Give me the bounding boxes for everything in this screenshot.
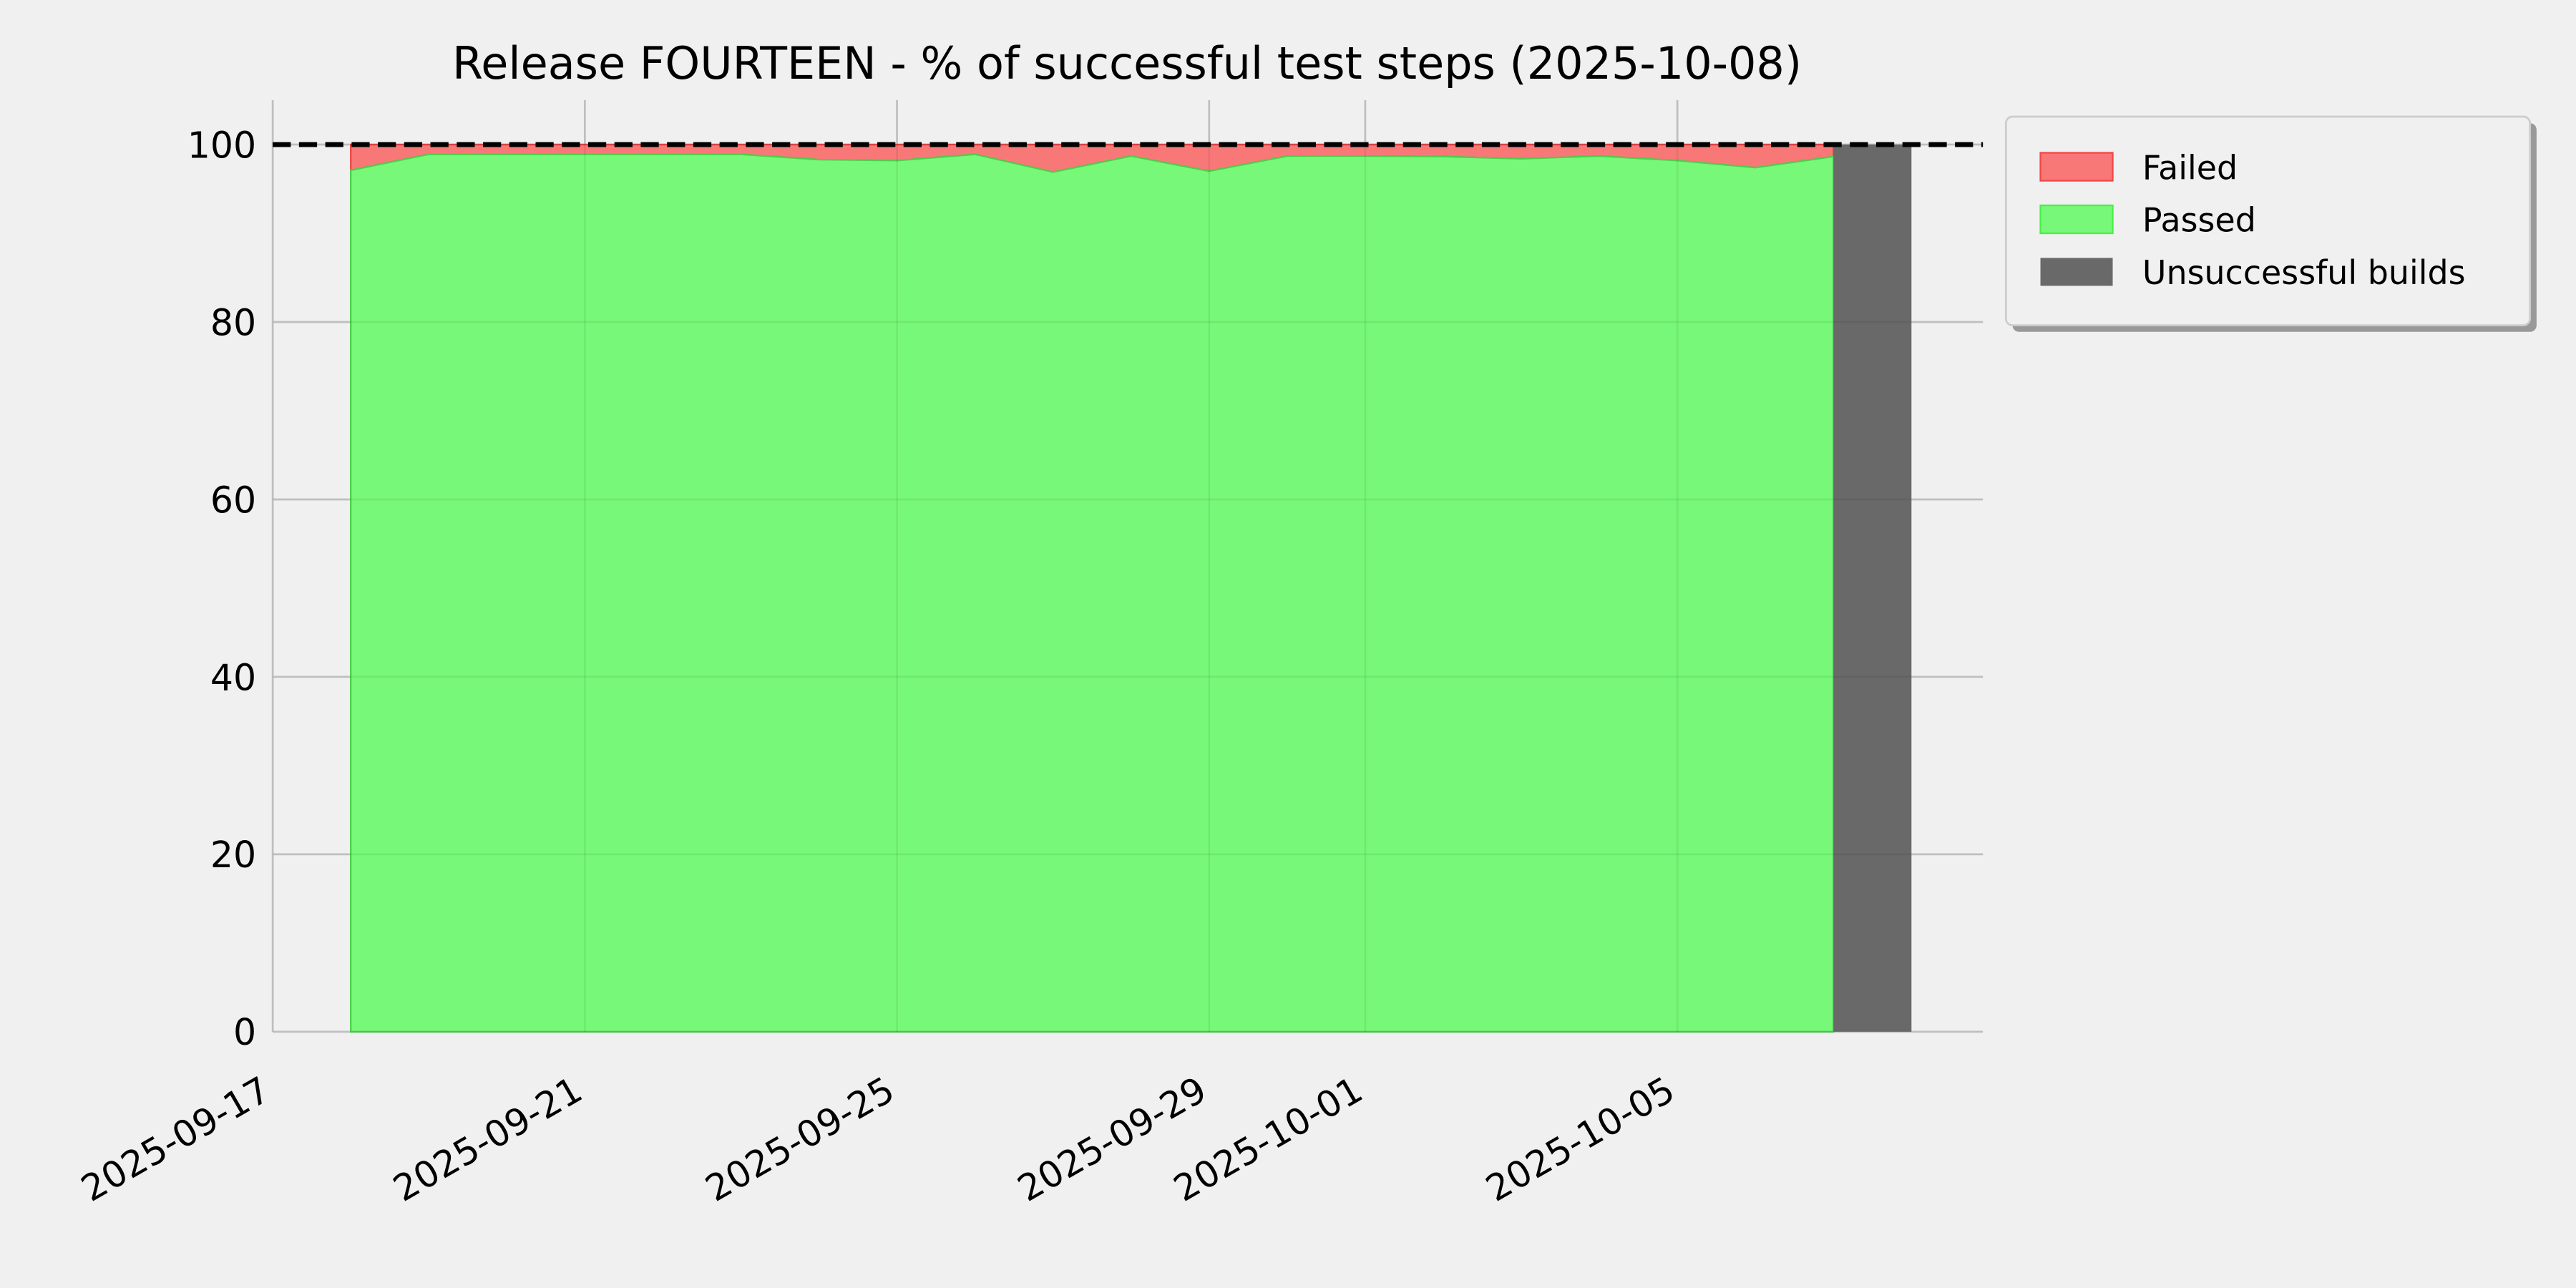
legend-box bbox=[2004, 115, 2532, 326]
y-tick-label: 0 bbox=[233, 1011, 256, 1053]
y-tick-label: 60 bbox=[210, 479, 256, 521]
y-axis: 0 20 40 60 80 100 bbox=[187, 124, 256, 1053]
y-tick-label: 20 bbox=[210, 834, 256, 876]
passed-area bbox=[350, 153, 1835, 1033]
legend-swatch-passed bbox=[2039, 204, 2114, 235]
y-tick-label: 80 bbox=[210, 301, 256, 343]
legend-swatch-failed bbox=[2039, 152, 2114, 182]
legend-label-failed: Failed bbox=[2142, 148, 2238, 187]
legend-label-unsuccessful-builds: Unsuccessful builds bbox=[2142, 253, 2466, 292]
plot-areas bbox=[271, 100, 1984, 1033]
legend: Failed Passed Unsuccessful builds bbox=[2004, 115, 2537, 332]
legend-swatch-unsuccessful-builds bbox=[2040, 258, 2113, 286]
legend-label-passed: Passed bbox=[2142, 201, 2256, 240]
chart-title: Release FOURTEEN - % of successful test … bbox=[452, 37, 1802, 89]
y-tick-label: 40 bbox=[210, 656, 256, 698]
unsuccessful-build-bar bbox=[1833, 145, 1912, 1032]
y-tick-label: 100 bbox=[187, 124, 256, 166]
